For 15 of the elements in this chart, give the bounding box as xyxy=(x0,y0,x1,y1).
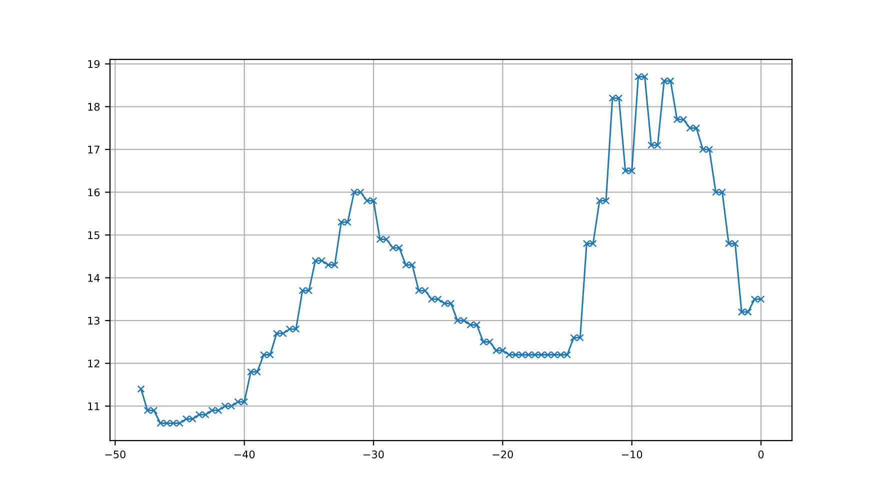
y-tick-label: 16 xyxy=(88,188,100,196)
y-tick-label: 11 xyxy=(88,402,100,410)
y-tick-label: 19 xyxy=(88,60,100,68)
y-tick-label: 14 xyxy=(88,274,100,282)
x-tick-label: −10 xyxy=(622,450,642,458)
x-tick-label: −50 xyxy=(105,450,126,458)
y-tick-label: 18 xyxy=(88,102,100,111)
y-tick-label: 17 xyxy=(88,146,100,154)
x-tick-label: 0 xyxy=(758,450,764,458)
y-tick-label: 15 xyxy=(88,231,100,240)
x-tick-label: −30 xyxy=(364,450,384,458)
y-tick-label: 12 xyxy=(88,360,100,368)
y-tick-label: 13 xyxy=(88,316,100,325)
x-tick-label: −40 xyxy=(234,450,255,458)
x-tick-label: −20 xyxy=(492,450,513,458)
